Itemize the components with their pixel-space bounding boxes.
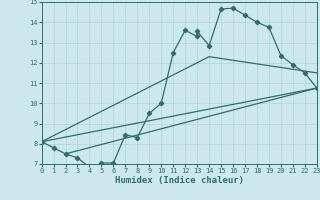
X-axis label: Humidex (Indice chaleur): Humidex (Indice chaleur) (115, 176, 244, 185)
